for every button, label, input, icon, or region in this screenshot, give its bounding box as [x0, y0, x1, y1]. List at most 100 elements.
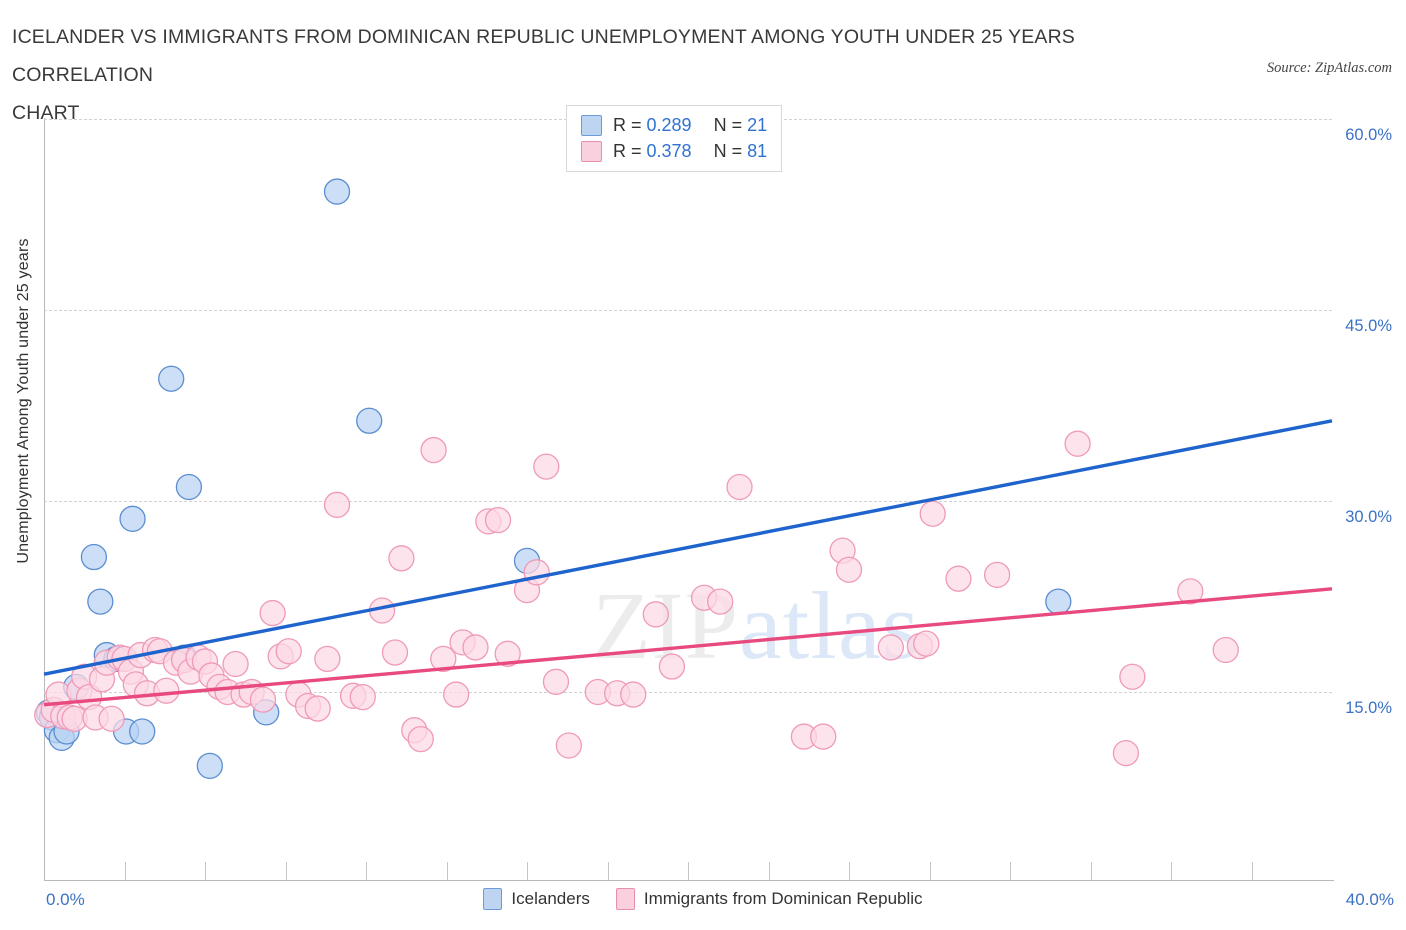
y-axis-line [44, 118, 45, 881]
data-point [87, 588, 114, 615]
x-tick-mark [124, 862, 126, 880]
data-point [196, 752, 223, 779]
y-tick-label: 60.0% [1345, 126, 1392, 144]
data-point [98, 705, 125, 732]
data-point [494, 640, 521, 667]
x-tick-mark [929, 862, 931, 880]
correlation-stats-box: R = 0.289 N = 21 R = 0.378 N = 81 [566, 105, 783, 172]
y-tick-label: 30.0% [1345, 508, 1392, 526]
data-point [420, 436, 447, 464]
data-point [523, 559, 550, 586]
data-point [835, 556, 863, 583]
x-tick-mark [285, 862, 287, 880]
x-tick-mark [205, 862, 206, 880]
legend-item-dominican[interactable]: Immigrants from Dominican Republic [615, 888, 923, 910]
stat-row-dominican: R = 0.378 N = 81 [581, 138, 767, 164]
data-point [407, 725, 434, 753]
data-point [555, 732, 583, 759]
legend-label-dominican: Immigrants from Dominican Republic [643, 889, 923, 908]
trend-line [43, 587, 1333, 707]
data-point [323, 491, 351, 518]
page-title: ICELANDER VS IMMIGRANTS FROM DOMINICAN R… [12, 26, 1075, 124]
swatch-dominican-icon [581, 140, 602, 162]
data-point [1212, 636, 1239, 664]
data-point [642, 601, 669, 628]
x-tick-mark [366, 862, 367, 880]
stat-r-label: R = [613, 140, 642, 161]
stat-r-value: 0.378 [646, 140, 692, 161]
scatter-layer [34, 178, 1333, 779]
data-point [158, 365, 185, 392]
stat-n-value: 21 [747, 114, 768, 135]
y-tick-label: 45.0% [1345, 317, 1392, 335]
legend-swatch-dominican-icon [615, 888, 635, 910]
x-axis-min-label: 0.0% [46, 890, 85, 909]
stat-r-value: 0.289 [646, 114, 692, 135]
data-point [430, 645, 457, 673]
data-point [983, 561, 1011, 589]
gridline [44, 501, 1332, 502]
x-tick-mark [1090, 862, 1092, 880]
x-axis-max-label: 40.0% [1345, 890, 1394, 909]
data-point [314, 645, 341, 673]
data-point [658, 653, 686, 680]
data-point [304, 695, 331, 722]
data-point [259, 599, 286, 627]
data-point [533, 453, 560, 480]
legend-swatch-icelanders-icon [483, 888, 503, 910]
gridline [44, 310, 1332, 311]
data-point [222, 650, 249, 678]
data-point [175, 473, 203, 501]
data-point [388, 545, 415, 572]
data-point [919, 500, 946, 527]
x-tick-mark [768, 862, 770, 880]
x-tick-mark [527, 862, 528, 880]
data-point [356, 407, 383, 434]
stat-r-label: R = [613, 114, 642, 135]
data-point [153, 677, 180, 704]
data-point [349, 683, 376, 711]
data-point [462, 634, 489, 661]
stat-n-label: N = [713, 140, 743, 161]
data-point [913, 630, 940, 657]
data-point [542, 668, 570, 695]
data-point [1045, 588, 1072, 615]
data-point [810, 723, 837, 750]
data-point [80, 543, 108, 571]
data-point [119, 505, 146, 532]
data-point [381, 639, 409, 666]
legend-label-icelanders: Icelanders [511, 889, 590, 908]
gridline [44, 692, 1332, 693]
data-point [249, 686, 277, 713]
data-point [620, 681, 647, 708]
x-tick-mark [446, 862, 448, 880]
x-tick-mark [1171, 862, 1172, 880]
source-label: Source: ZipAtlas.com [1266, 60, 1392, 76]
data-point [1064, 430, 1091, 457]
stat-n-value: 81 [747, 140, 768, 161]
y-tick-label: 15.0% [1345, 699, 1392, 717]
data-point [707, 588, 734, 615]
x-tick-mark [607, 862, 609, 880]
x-tick-mark [1251, 862, 1253, 880]
x-tick-mark [849, 862, 850, 880]
series-legend: Icelanders Immigrants from Dominican Rep… [0, 888, 1406, 910]
data-point [877, 634, 905, 661]
stat-n-label: N = [713, 114, 743, 135]
y-axis-title: Unemployment Among Youth under 25 years [15, 238, 32, 564]
data-point [129, 718, 156, 745]
legend-item-icelanders[interactable]: Icelanders [483, 888, 590, 910]
header: ICELANDER VS IMMIGRANTS FROM DOMINICAN R… [12, 18, 1192, 132]
data-point [443, 681, 470, 708]
x-tick-mark [688, 862, 689, 880]
data-point [1177, 578, 1204, 605]
data-point [945, 565, 972, 592]
data-point [484, 506, 512, 534]
x-axis-line [44, 880, 1334, 881]
data-point [275, 638, 302, 665]
trend-line [43, 419, 1333, 676]
data-point [726, 473, 753, 501]
plot-area: ZIPatlas [34, 118, 1333, 880]
swatch-icelanders-icon [581, 114, 602, 136]
stat-row-icelanders: R = 0.289 N = 21 [581, 112, 767, 138]
